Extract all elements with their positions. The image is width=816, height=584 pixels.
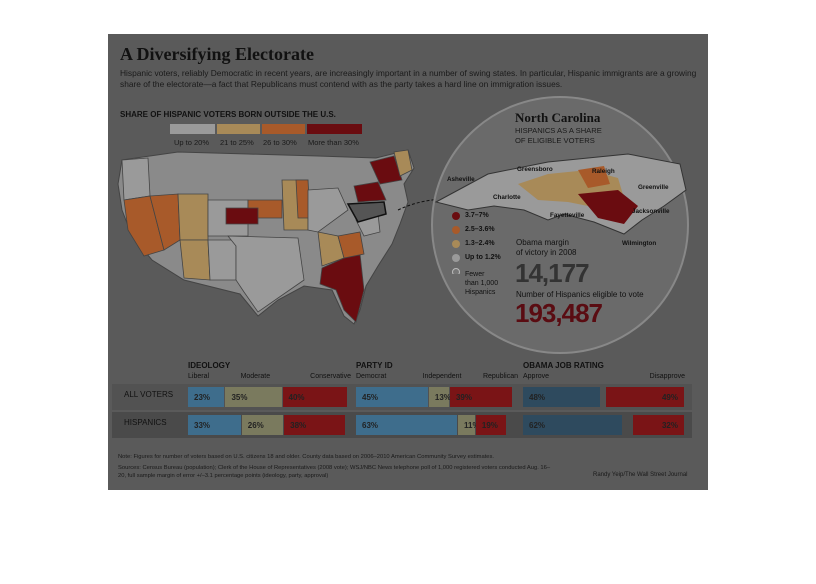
state-fl — [319, 253, 365, 323]
bar-party-id-independent-all-voters: 13% — [428, 387, 451, 407]
state-wa-or — [121, 157, 151, 201]
bar-party-id-republican-all-voters: 39% — [449, 387, 513, 407]
city-raleigh: Raleigh — [592, 168, 615, 175]
nc-legend-dot-5 — [452, 268, 460, 274]
state-ky-tn — [307, 187, 349, 233]
bar-obama-job-rating-disapprove-all-voters: 49% — [605, 387, 684, 407]
fewer-line-1: Fewer — [465, 271, 485, 278]
nc-legend-label-1: 3.7–7% — [465, 212, 489, 219]
nc-legend-dot-2 — [452, 226, 460, 234]
city-greensboro: Greensboro — [517, 166, 553, 173]
state-az — [179, 239, 211, 281]
state-nm — [207, 239, 237, 281]
state-ut — [177, 193, 209, 241]
nc-legend-label-4: Up to 1.2% — [465, 254, 501, 261]
state-ks — [225, 207, 259, 225]
nc-legend-dots — [452, 212, 460, 274]
bar-party-id-independent-hispanics: 11% — [458, 415, 480, 435]
footnote: Note: Figures for number of voters based… — [118, 454, 495, 460]
nc-legend-fewer: Fewer than 1,000 Hispanics — [465, 270, 498, 297]
state-va — [353, 181, 387, 203]
city-fayetteville: Fayetteville — [550, 212, 585, 219]
bar-ideology-liberal-all-voters: 23% — [188, 387, 225, 407]
row-label-hispanics: HISPANICS — [124, 418, 167, 427]
series-header-liberal: Liberal — [188, 373, 210, 380]
series-header-independent: Independent — [422, 373, 462, 380]
fewer-line-3: Hispanics — [465, 289, 496, 296]
panel-title-ideology: IDEOLOGY — [188, 361, 231, 370]
bar-obama-job-rating-disapprove-hispanics: 32% — [633, 415, 684, 435]
bar-party-id-republican-hispanics: 19% — [475, 415, 506, 435]
chart-title: A Diversifying Electorate — [120, 44, 314, 64]
city-jacksonville: Jacksonville — [632, 208, 670, 215]
eligible-label: Number of Hispanics eligible to vote — [516, 290, 644, 299]
city-charlotte: Charlotte — [493, 194, 521, 201]
chart-subtitle: Hispanic voters, reliably Democratic in … — [120, 68, 697, 89]
bar-ideology-liberal-hispanics: 33% — [188, 415, 241, 435]
margin-label-line-1: Obama margin — [516, 238, 569, 247]
margin-value: 14,177 — [515, 258, 590, 288]
legend-label-3: 26 to 30% — [263, 138, 297, 147]
series-header-disapprove: Disapprove — [649, 373, 685, 380]
legend-swatch-1 — [170, 124, 216, 134]
legend-label-1: Up to 20% — [174, 138, 210, 147]
city-asheville: Asheville — [447, 176, 475, 183]
bar-obama-job-rating-approve-all-voters: 48% — [523, 387, 600, 407]
bar-ideology-conservative-hispanics: 38% — [284, 415, 346, 435]
map-legend-bar — [170, 124, 363, 134]
margin-label: Obama margin of victory in 2008 — [516, 238, 576, 258]
panel-title-job-rating: OBAMA JOB RATING — [523, 361, 604, 370]
city-greenville: Greenville — [638, 184, 669, 191]
bar-ideology-moderate-all-voters: 35% — [225, 387, 282, 407]
legend-swatch-4 — [307, 124, 363, 134]
legend-label-4: More than 30% — [308, 138, 359, 147]
panel-title-party-id: PARTY ID — [356, 361, 393, 370]
nc-subtitle-line-1: HISPANICS AS A SHARE — [515, 126, 602, 135]
nc-subtitle-line-2: OF ELIGIBLE VOTERS — [515, 136, 595, 145]
state-tx — [227, 235, 305, 313]
state-nc — [346, 201, 387, 223]
state-new-england — [393, 149, 413, 177]
state-ca — [123, 195, 165, 257]
state-ga — [337, 231, 365, 259]
map-heading: SHARE OF HISPANIC VOTERS BORN OUTSIDE TH… — [120, 110, 336, 119]
city-wilmington: Wilmington — [622, 240, 657, 247]
series-header-republican: Republican — [482, 373, 518, 380]
nc-high-share-counties — [578, 190, 638, 224]
fewer-line-2: than 1,000 — [465, 280, 499, 287]
nc-raleigh-counties — [578, 166, 610, 188]
nc-legend-dot-3 — [452, 240, 460, 248]
us-map — [117, 149, 461, 325]
nc-inset-circle — [431, 96, 689, 354]
series-header-moderate: Moderate — [240, 373, 271, 380]
credit: Randy Yeip/The Wall Street Journal — [593, 472, 688, 478]
series-header-conservative: Conservative — [310, 373, 351, 380]
nc-title: North Carolina — [515, 110, 601, 125]
margin-label-line-2: of victory in 2008 — [516, 248, 577, 257]
state-ny-nj — [369, 155, 403, 185]
nc-legend-dot-1 — [452, 212, 460, 220]
series-header-approve: Approve — [523, 373, 550, 380]
nc-legend-label-3: 1.3–2.4% — [465, 240, 495, 247]
legend-swatch-3 — [262, 124, 306, 134]
bar-ideology-moderate-hispanics: 26% — [241, 415, 284, 435]
legend-swatch-2 — [217, 124, 261, 134]
eligible-value: 193,487 — [515, 298, 603, 328]
bar-obama-job-rating-approve-hispanics: 62% — [523, 415, 623, 435]
sources: Sources: Census Bureau (population); Cle… — [118, 465, 551, 479]
nc-legend-dot-4 — [452, 254, 460, 262]
nc-legend-label-2: 2.5–3.6% — [465, 226, 495, 233]
legend-label-2: 21 to 25% — [220, 138, 254, 147]
bar-party-id-democrat-hispanics: 63% — [356, 415, 458, 435]
row-label-all-voters: ALL VOTERS — [124, 390, 174, 399]
nc-subtitle: HISPANICS AS A SHARE OF ELIGIBLE VOTERS — [515, 126, 635, 146]
bar-party-id-democrat-all-voters: 45% — [356, 387, 428, 407]
series-header-democrat: Democrat — [356, 373, 387, 380]
bar-ideology-conservative-all-voters: 40% — [282, 387, 347, 407]
